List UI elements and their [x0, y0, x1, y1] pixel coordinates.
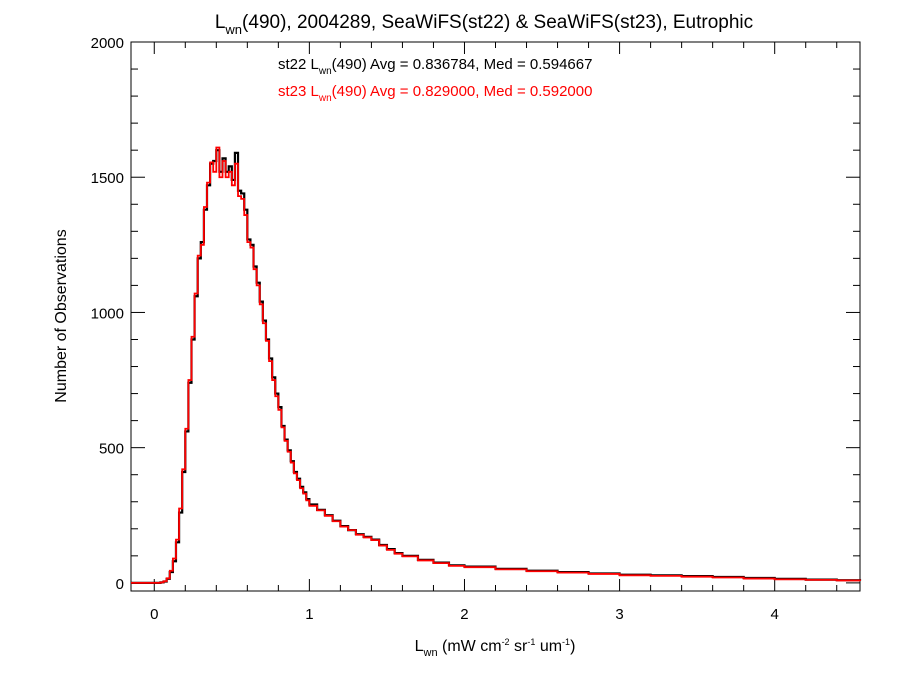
x-axis-label-part3: um	[535, 638, 562, 655]
x-axis-label-sup1: -2	[502, 637, 510, 647]
y-axis-label: Number of Observations	[53, 229, 70, 402]
chart-title-subscript: wn	[224, 22, 242, 37]
x-tick-label: 2	[460, 606, 468, 623]
x-tick-label: 3	[615, 606, 623, 623]
y-tick-label: 2000	[91, 35, 124, 52]
annotation-st22-rest: (490) Avg = 0.836784, Med = 0.594667	[332, 56, 593, 73]
x-axis-label: Lwn (mW cm-2 sr-1 um-1)	[415, 637, 576, 659]
chart-title-rest: (490), 2004289, SeaWiFS(st22) & SeaWiFS(…	[242, 12, 753, 33]
series-layer	[131, 146, 862, 584]
annotation-st23: st23 Lwn(490) Avg = 0.829000, Med = 0.59…	[278, 83, 592, 104]
y-tick-label: 0	[116, 576, 124, 593]
x-tick-label: 4	[771, 606, 779, 623]
annotation-st23-subscript: wn	[318, 93, 332, 104]
series-st22-line	[131, 149, 862, 584]
x-axis-label-subscript: wn	[423, 647, 438, 659]
x-axis-label-sup2: -1	[527, 637, 535, 647]
x-axis-label-part1: (mW cm	[438, 638, 502, 655]
plot-frame	[130, 41, 861, 592]
y-tick-label: 1500	[91, 170, 124, 187]
chart-title: Lwn(490), 2004289, SeaWiFS(st22) & SeaWi…	[215, 12, 753, 37]
series-st23-line	[131, 146, 861, 584]
annotation-st22: st22 Lwn(490) Avg = 0.836784, Med = 0.59…	[278, 56, 592, 77]
chart-title-prefix: L	[215, 12, 226, 33]
y-tick-label: 1000	[91, 305, 124, 322]
y-tick-label: 500	[99, 441, 124, 458]
x-axis-label-part2: sr	[510, 638, 528, 655]
x-axis-label-sup3: -1	[562, 637, 570, 647]
x-axis-label-part4: )	[570, 638, 575, 655]
annotation-st23-prefix: st23 L	[278, 83, 319, 100]
annotation-st22-prefix: st22 L	[278, 56, 319, 73]
x-axis-label-prefix: L	[415, 638, 424, 655]
annotation-st22-subscript: wn	[318, 66, 332, 77]
x-tick-label: 0	[150, 606, 158, 623]
x-tick-label: 1	[305, 606, 313, 623]
annotation-st23-rest: (490) Avg = 0.829000, Med = 0.592000	[332, 83, 593, 100]
axis-ticks: 0 1 2 3 4 0 500 1000 1500 2000	[91, 35, 860, 623]
